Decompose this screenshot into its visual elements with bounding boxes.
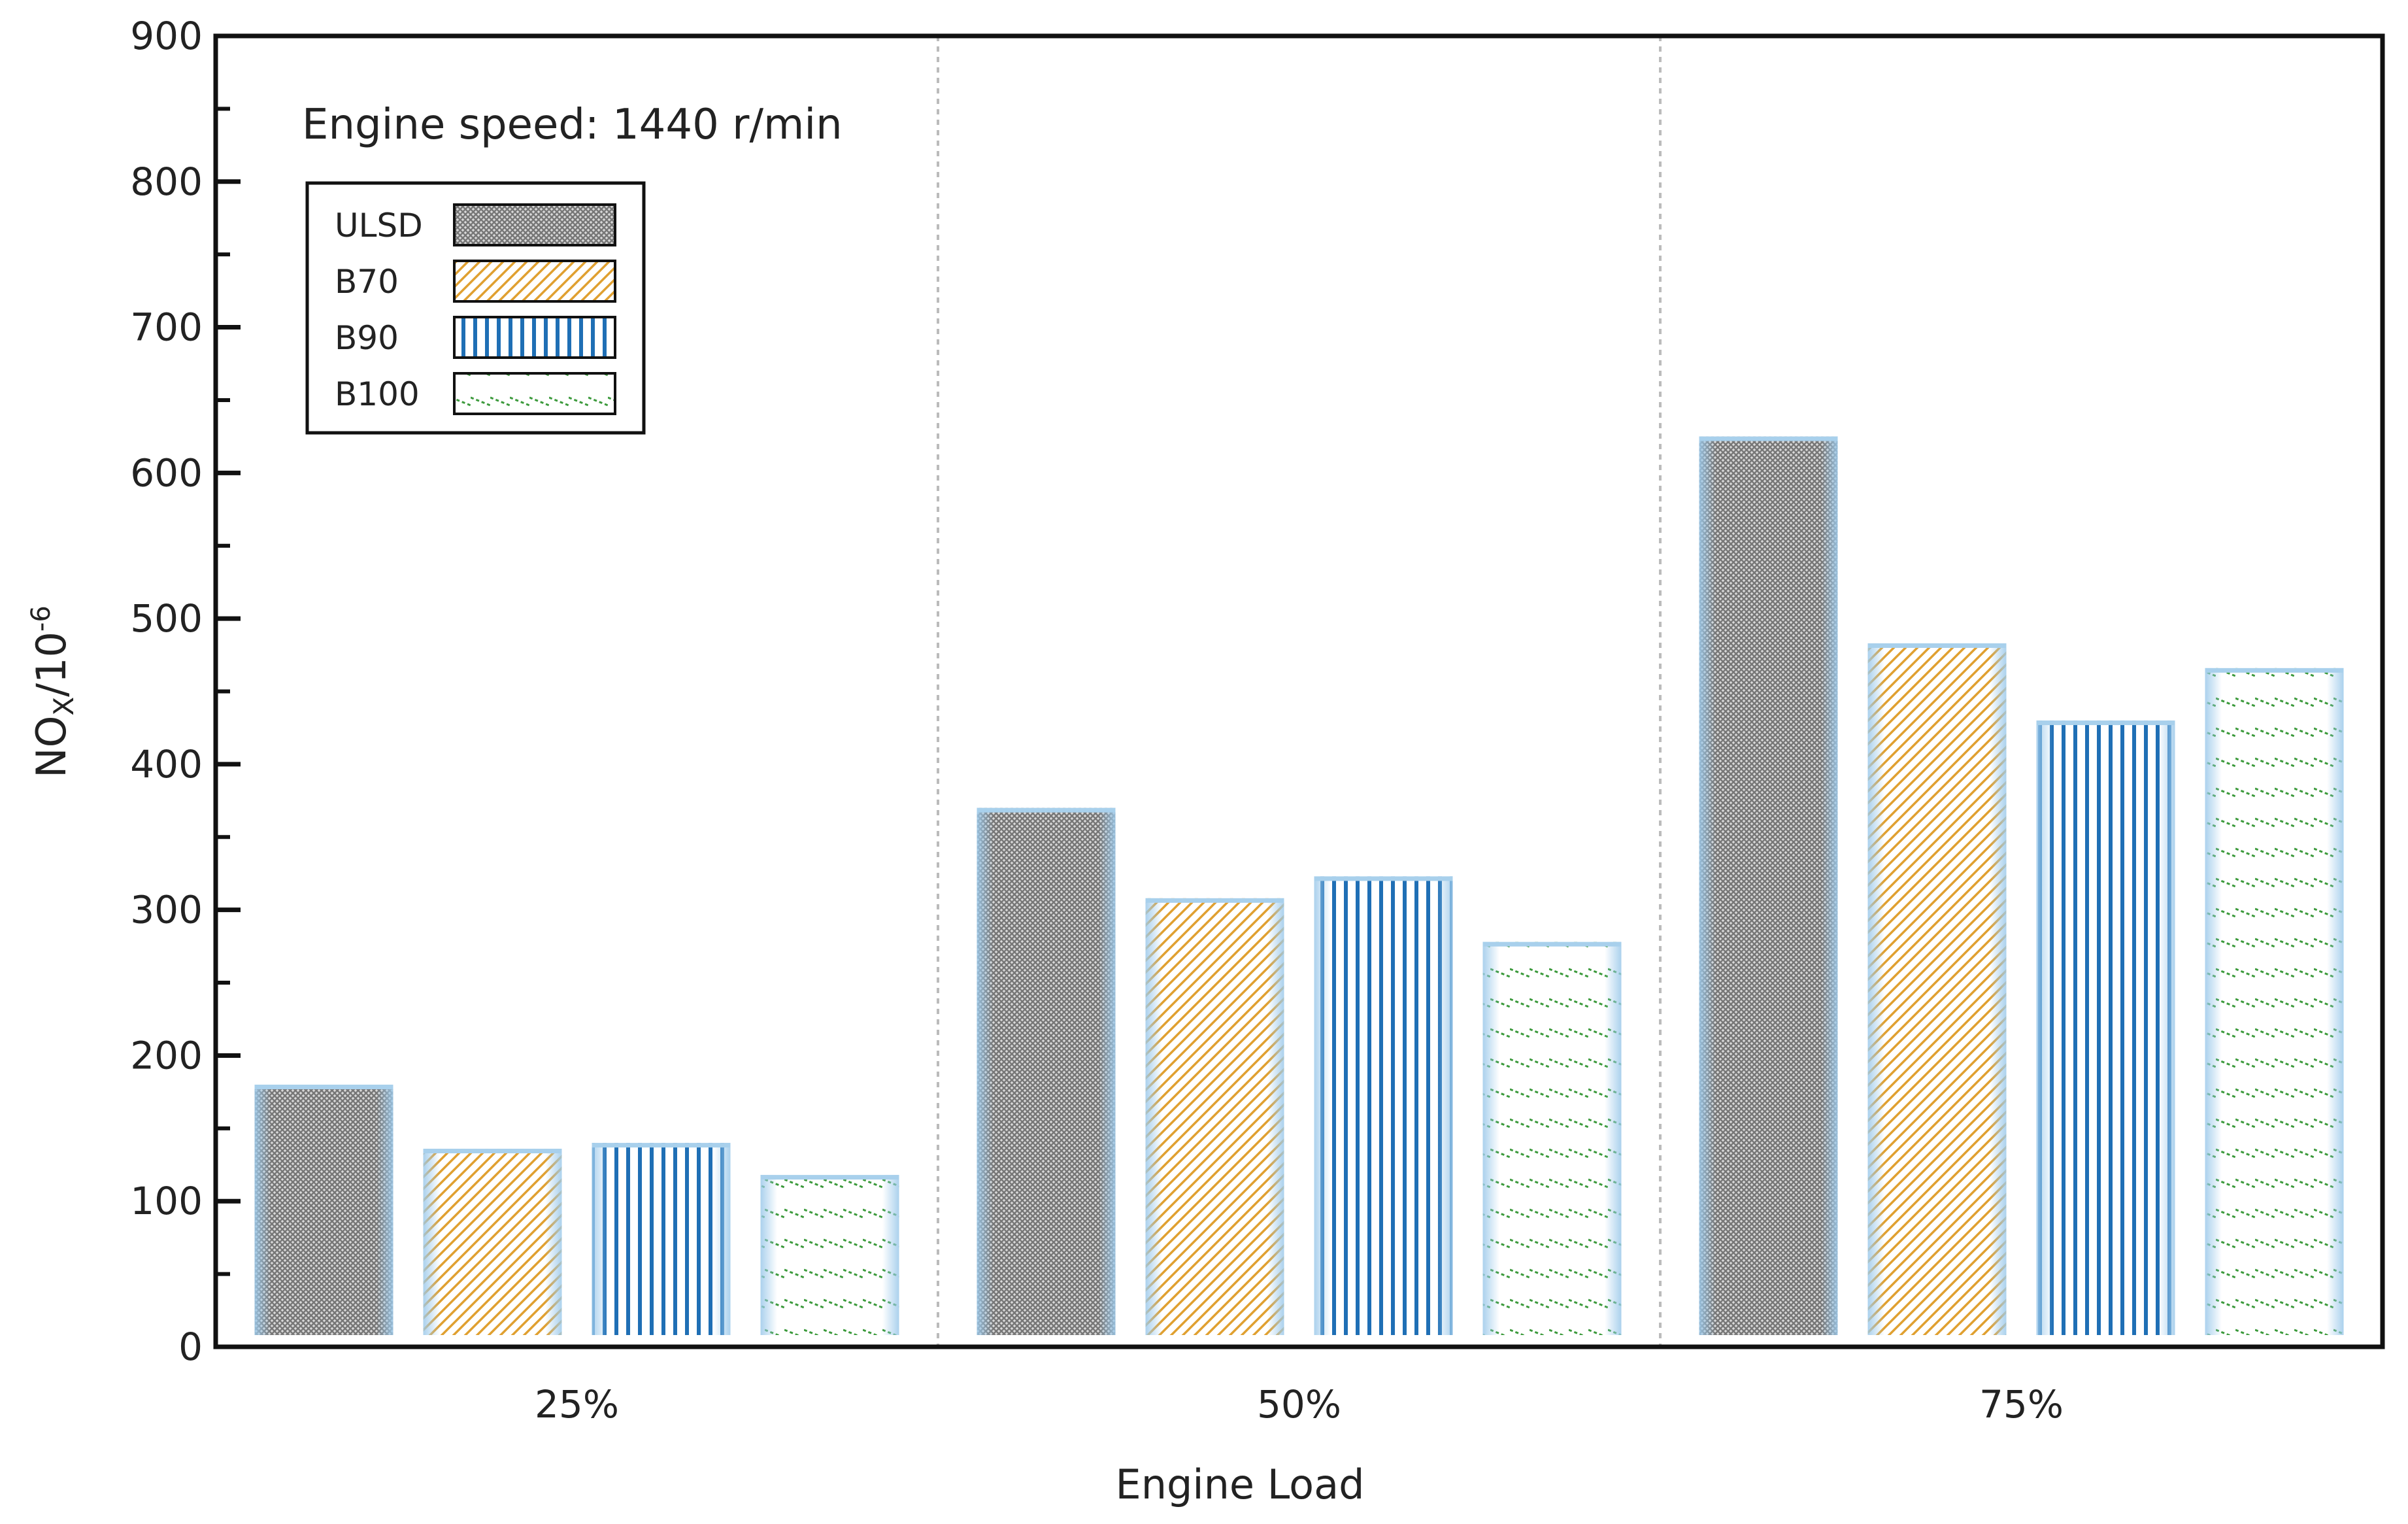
y-tick-label: 0	[178, 1325, 203, 1369]
bar-edge-glow	[760, 1175, 899, 1335]
y-tick-label: 600	[130, 450, 203, 495]
legend-swatch-b100	[453, 372, 616, 415]
bar-top-edge	[1482, 941, 1622, 947]
legend-label-b90: B90	[335, 319, 399, 357]
bar-top-edge	[760, 1175, 899, 1180]
bar-edge-glow	[2036, 720, 2175, 1335]
bar-top-edge	[1145, 898, 1284, 903]
y-tick-label: 400	[130, 742, 203, 787]
y-axis-title-tail: /10	[27, 632, 75, 697]
bar-top-edge	[1699, 436, 1838, 441]
y-tick-label: 800	[130, 160, 203, 204]
x-tick-label: 75%	[1979, 1382, 2064, 1427]
x-axis-title: Engine Load	[1116, 1461, 1365, 1508]
y-tick-label: 900	[130, 14, 203, 58]
legend-swatch-ulsd	[453, 203, 616, 246]
bars-group	[254, 436, 2344, 1335]
x-tick-label: 50%	[1257, 1382, 1341, 1427]
legend-label-b100: B100	[335, 375, 420, 413]
bar-edge-glow	[1699, 436, 1838, 1335]
legend: ULSD B70 B90 B100	[305, 181, 646, 435]
y-axis-title: NOX/10-6	[26, 605, 80, 778]
bar-edge-glow	[1314, 876, 1453, 1335]
bar-top-edge	[254, 1085, 393, 1089]
bar-top-edge	[1314, 876, 1453, 881]
y-tick-label: 200	[130, 1033, 203, 1077]
bar-top-edge	[2205, 668, 2344, 673]
legend-label-ulsd: ULSD	[335, 207, 423, 245]
bar-edge-glow	[254, 1085, 393, 1335]
legend-swatch-b90	[453, 316, 616, 359]
x-axis-tick-labels: 25% 50% 75%	[535, 1382, 2064, 1427]
y-tick-label: 500	[130, 596, 203, 641]
legend-label-b70: B70	[335, 263, 399, 301]
bar-edge-glow	[2205, 668, 2344, 1335]
y-tick-label: 700	[130, 305, 203, 350]
bar-edge-glow	[1145, 898, 1284, 1335]
y-axis-title-superscript: -6	[26, 605, 56, 632]
y-axis-ticks: 0 100 200 300 400 500 600 700 800 900	[130, 14, 241, 1369]
y-tick-label: 100	[130, 1179, 203, 1223]
bar-edge-glow	[977, 807, 1116, 1335]
bar-top-edge	[977, 807, 1116, 813]
y-axis-title-subscript: X	[48, 697, 80, 716]
engine-speed-annotation: Engine speed: 1440 r/min	[302, 101, 843, 149]
bar-edge-glow	[1482, 941, 1622, 1335]
bar-top-edge	[592, 1143, 731, 1148]
bar-edge-glow	[423, 1149, 562, 1335]
legend-swatch-b70	[453, 260, 616, 303]
bar-top-edge	[423, 1149, 562, 1154]
bar-top-edge	[1867, 643, 2007, 648]
y-tick-label: 300	[130, 888, 203, 932]
bar-top-edge	[2036, 720, 2175, 726]
x-tick-label: 25%	[535, 1382, 619, 1427]
bar-edge-glow	[592, 1143, 731, 1335]
y-axis-title-main: NO	[27, 716, 75, 778]
category-separators	[937, 36, 1662, 1347]
bar-edge-glow	[1867, 643, 2007, 1335]
